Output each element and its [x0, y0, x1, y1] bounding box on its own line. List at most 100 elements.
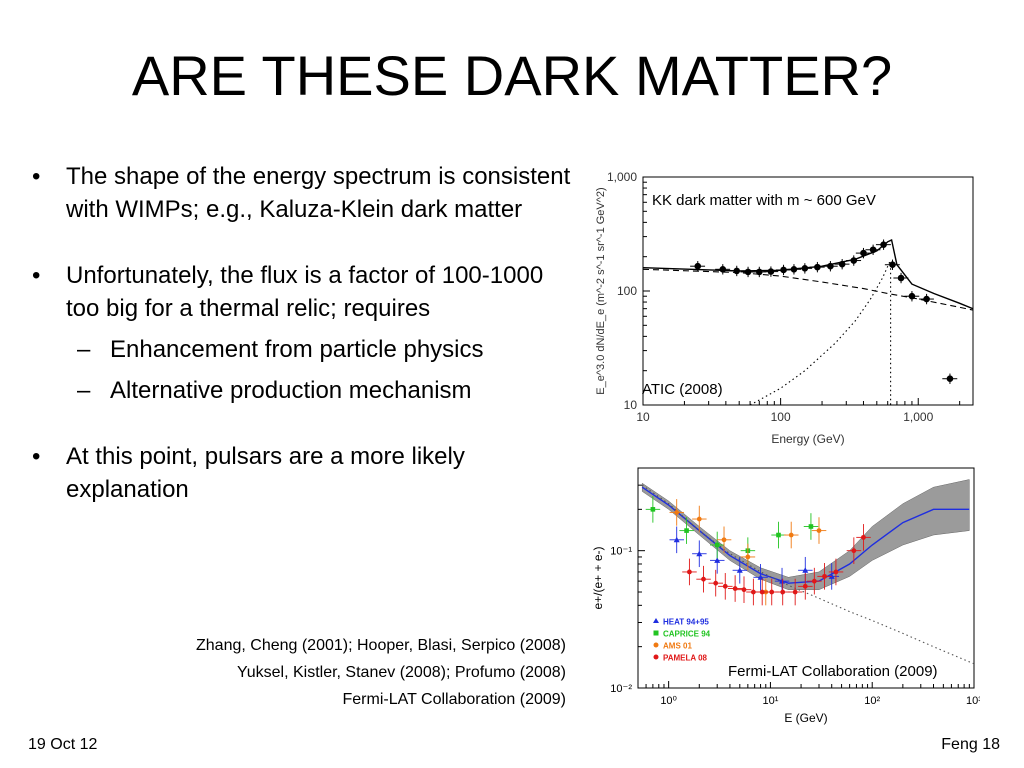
data-point	[811, 517, 827, 544]
y-tick-label: 100	[617, 284, 637, 298]
series-background	[643, 268, 973, 311]
legend-item: CAPRICE 94	[653, 630, 711, 639]
x-tick-label: 10¹	[762, 695, 778, 707]
y-tick-label: 10⁻²	[610, 683, 632, 695]
atic-figure: 10 100 1,000 10 100 1,000 KK dark matter with…	[590, 160, 980, 450]
data-point	[716, 526, 732, 554]
data-point	[834, 258, 850, 270]
data-point	[682, 558, 697, 586]
plot-frame	[642, 176, 974, 406]
data-point	[710, 531, 725, 559]
references: Zhang, Cheng (2001); Hooper, Blasi, Serp…	[196, 632, 566, 713]
sub-bullet-text: Alternative production mechanism	[110, 377, 472, 404]
sub-bullet-item: – Alternative production mechanism	[28, 374, 573, 407]
plot-frame	[637, 467, 975, 689]
data-point	[718, 573, 733, 600]
chart-caption: Fermi-LAT Collaboration (2009)	[728, 663, 938, 680]
data-point	[736, 576, 752, 603]
data-point	[807, 567, 822, 595]
data-point	[918, 293, 934, 305]
series-kk-signal	[749, 261, 892, 405]
data-point	[679, 517, 694, 544]
reference-line: Yuksel, Kistler, Stanev (2008); Profumo …	[236, 664, 566, 681]
bullet-symbol: •	[32, 163, 41, 190]
footer-date: 19 Oct 12	[28, 736, 98, 753]
dash-symbol: –	[77, 336, 91, 363]
caption-background	[723, 660, 963, 682]
bullet-symbol: •	[32, 262, 41, 289]
data-point	[893, 272, 909, 284]
data-point	[904, 291, 920, 302]
y-tick-label: 1,000	[607, 170, 637, 184]
data-point	[942, 373, 958, 384]
y-tick-label: 10	[624, 398, 638, 412]
chart-annotation: KK dark matter with m ~ 600 GeV	[652, 192, 876, 209]
data-point	[715, 264, 731, 275]
data-point	[817, 563, 832, 590]
fermi-chart: 10⁰ 10¹ 10² 10³ 10⁻² 10⁻¹ HEAT 94+95 CAPRICE 9…	[591, 467, 982, 725]
x-tick-label: 10²	[864, 695, 880, 707]
bullet-text: Unfortunately, the flux is a factor of 1…	[66, 262, 544, 322]
data-point	[787, 578, 803, 606]
x-tick-label: 10³	[966, 695, 980, 707]
data-point	[771, 521, 786, 549]
legend-label: HEAT 94+95	[663, 618, 709, 627]
data-point	[732, 556, 748, 584]
dash-symbol: –	[77, 377, 91, 404]
x-tick-label: 10⁰	[660, 695, 677, 707]
data-point	[828, 558, 844, 586]
bullet-list: • The shape of the energy spectrum is co…	[28, 160, 573, 506]
legend-label: PAMELA 08	[663, 654, 708, 663]
data-point	[798, 573, 813, 600]
data-point	[696, 565, 711, 593]
data-point	[753, 563, 768, 591]
data-point	[729, 265, 745, 277]
bullet-item: • The shape of the energy spectrum is co…	[28, 160, 573, 226]
series-secondary	[641, 484, 974, 665]
data-point	[809, 261, 825, 273]
bullet-text: At this point, pulsars are a more likely…	[66, 443, 465, 503]
data-point	[669, 499, 685, 526]
data-point	[846, 255, 862, 266]
slide-title: ARE THESE DARK MATTER?	[131, 44, 893, 107]
data-point	[692, 505, 707, 533]
data-point	[645, 496, 661, 523]
data-point	[822, 261, 838, 272]
data-point	[755, 578, 770, 606]
legend-item: PAMELA 08	[653, 654, 708, 663]
chart-caption: ATIC (2008)	[642, 381, 723, 398]
data-point	[855, 247, 871, 259]
atic-chart: 10 100 1,000 10 100 1,000 KK dark matter with…	[595, 170, 974, 446]
legend-label: CAPRICE 94	[663, 630, 711, 639]
data-point	[763, 266, 779, 277]
series-fit	[641, 486, 970, 584]
data-point	[775, 578, 791, 606]
reference-line: Zhang, Cheng (2001); Hooper, Blasi, Serp…	[196, 637, 566, 654]
data-point	[875, 239, 891, 250]
data-point	[884, 259, 900, 270]
data-point	[797, 263, 813, 274]
data-point	[669, 526, 685, 554]
data-point	[708, 569, 724, 597]
data-point	[692, 540, 707, 568]
sub-bullet-text: Enhancement from particle physics	[110, 336, 484, 363]
sub-bullet-item: – Enhancement from particle physics	[28, 333, 573, 366]
fermi-figure: 10⁰ 10¹ 10² 10³ 10⁻² 10⁻¹ HEAT 94+95 CAPRICE 9…	[590, 458, 982, 730]
bullet-item: • At this point, pulsars are a more like…	[28, 440, 573, 506]
legend-item: HEAT 94+95	[653, 618, 709, 627]
data-point	[786, 264, 802, 275]
data-point	[775, 264, 791, 276]
x-tick-label: 10	[636, 410, 650, 424]
reference-line: Fermi-LAT Collaboration (2009)	[342, 691, 567, 708]
x-axis-label: E (GeV)	[784, 711, 827, 725]
data-point	[803, 513, 819, 540]
y-axis-label: E_e^3.0 dN/dE_e (m^-2 s^-1 sr^-1 GeV^2)	[595, 187, 607, 394]
legend-item: AMS 01	[653, 642, 692, 651]
data-point	[856, 524, 871, 551]
data-point	[740, 543, 756, 571]
data-point	[865, 244, 881, 255]
x-tick-label: 100	[771, 410, 791, 424]
data-point	[846, 537, 862, 564]
data-point	[727, 575, 743, 602]
bullet-text: The shape of the energy spectrum is cons…	[66, 163, 571, 223]
